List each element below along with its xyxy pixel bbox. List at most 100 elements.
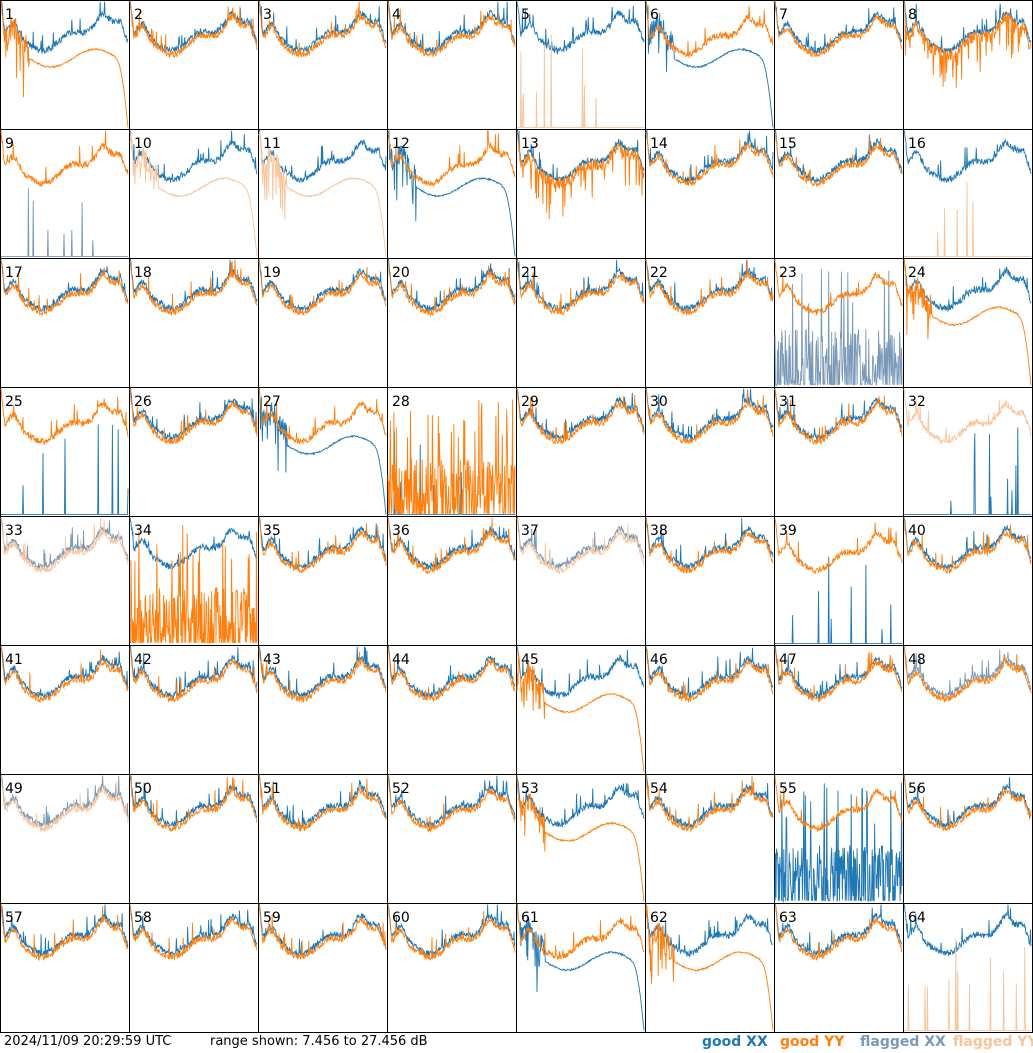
series-xx-58 — [129, 904, 258, 957]
panel-label: 40 — [908, 523, 926, 539]
panel-label: 24 — [908, 265, 926, 281]
series-xx-38 — [645, 517, 774, 571]
panel-47: 47 — [774, 645, 904, 775]
panel-22: 22 — [645, 258, 775, 388]
panel-frame — [129, 129, 259, 259]
panel-frame — [129, 903, 259, 1033]
legend-flagged-yy: flagged YY — [953, 1034, 1033, 1050]
panel-39: 39 — [774, 516, 904, 646]
series-yy-47 — [774, 646, 903, 703]
panel-label: 4 — [392, 7, 401, 23]
panel-label: 16 — [908, 136, 926, 152]
legend-flagged-xx: flagged XX — [860, 1034, 946, 1050]
panel-label: 17 — [5, 265, 23, 281]
panel-label: 8 — [908, 7, 917, 23]
panel-frame — [903, 258, 1033, 388]
series-xx-23 — [774, 269, 903, 387]
series-yy-51 — [258, 775, 387, 832]
panel-57: 57 — [0, 903, 130, 1033]
panel-35: 35 — [258, 516, 388, 646]
panel-label: 48 — [908, 652, 926, 668]
panel-64: 64 — [903, 903, 1033, 1033]
series-yy-27 — [258, 388, 387, 445]
series-xx-26 — [130, 388, 258, 441]
series-xx-1 — [1, 1, 129, 55]
series-yy-20 — [387, 262, 516, 317]
panel-label: 7 — [779, 7, 788, 23]
panel-label: 3 — [263, 7, 272, 23]
panel-frame — [258, 774, 388, 904]
series-yy-60 — [387, 904, 516, 961]
panel-49: 49 — [0, 774, 130, 904]
series-xx-53 — [516, 775, 645, 828]
series-yy-7 — [774, 1, 903, 58]
series-xx-63 — [775, 904, 903, 958]
series-yy-14 — [645, 131, 774, 186]
panel-label: 62 — [650, 910, 668, 926]
panel-17: 17 — [0, 258, 130, 388]
panel-48: 48 — [903, 645, 1033, 775]
panel-label: 46 — [650, 652, 668, 668]
series-xx-59 — [259, 904, 387, 958]
panel-label: 35 — [263, 523, 281, 539]
panel-60: 60 — [387, 903, 517, 1033]
legend-good-xx: good XX — [702, 1034, 768, 1050]
panel-53: 53 — [516, 774, 646, 904]
panel-frame — [0, 645, 130, 775]
series-yy-21 — [516, 259, 645, 316]
panel-42: 42 — [129, 645, 259, 775]
series-yy-31 — [774, 388, 903, 446]
panel-33: 33 — [0, 516, 130, 646]
series-yy-26 — [129, 388, 258, 445]
panel-label: 57 — [5, 910, 23, 926]
panel-46: 46 — [645, 645, 775, 775]
series-yy-37 — [516, 517, 645, 575]
panel-label: 28 — [392, 394, 410, 410]
series-xx-30 — [646, 388, 774, 442]
series-xx-50 — [129, 775, 258, 828]
panel-31: 31 — [774, 387, 904, 517]
series-yy-1 — [0, 1, 129, 128]
series-yy-3 — [258, 1, 387, 58]
panel-label: 42 — [134, 652, 152, 668]
series-yy-32 — [903, 388, 1032, 444]
series-xx-6 — [645, 1, 774, 128]
series-xx-10 — [129, 130, 258, 183]
panel-2: 2 — [129, 0, 259, 130]
panel-41: 41 — [0, 645, 130, 775]
panel-34: 34 — [129, 516, 259, 646]
series-xx-25 — [1, 424, 129, 515]
series-yy-23 — [774, 259, 903, 316]
panel-label: 23 — [779, 265, 797, 281]
panel-label: 53 — [521, 781, 539, 797]
panel-label: 44 — [392, 652, 410, 668]
panel-label: 38 — [650, 523, 668, 539]
panel-label: 11 — [263, 136, 281, 152]
series-yy-38 — [645, 518, 774, 574]
series-yy-17 — [1, 261, 129, 317]
series-yy-48 — [903, 646, 1032, 703]
series-yy-58 — [129, 904, 258, 960]
series-yy-46 — [645, 648, 774, 703]
series-xx-39 — [775, 556, 902, 644]
panel-label: 21 — [521, 265, 539, 281]
series-xx-19 — [258, 259, 387, 312]
series-xx-56 — [904, 775, 1032, 829]
series-yy-19 — [258, 260, 387, 316]
panel-40: 40 — [903, 516, 1033, 646]
panel-4: 4 — [387, 0, 517, 130]
panel-29: 29 — [516, 387, 646, 517]
series-yy-6 — [645, 1, 774, 59]
panel-7: 7 — [774, 0, 904, 130]
panel-frame — [645, 0, 775, 130]
timestamp-label: 2024/11/09 20:29:59 UTC — [4, 1034, 172, 1049]
panel-45: 45 — [516, 645, 646, 775]
panel-frame — [0, 129, 130, 259]
series-xx-7 — [774, 1, 903, 55]
panel-label: 39 — [779, 523, 797, 539]
panel-label: 18 — [134, 265, 152, 281]
panel-38: 38 — [645, 516, 775, 646]
panel-10: 10 — [129, 129, 259, 259]
series-yy-50 — [129, 775, 258, 833]
